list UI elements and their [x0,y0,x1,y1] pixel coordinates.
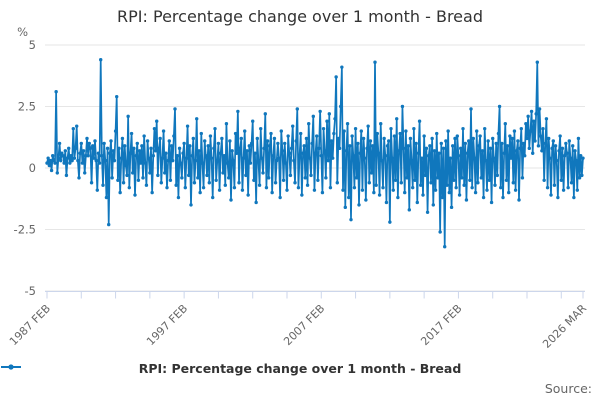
legend-label: RPI: Percentage change over 1 month - Br… [138,361,462,376]
y-axis-label: -5 [25,284,36,298]
legend-line-marker-icon [1,364,21,370]
y-axis-label: 2.5 [18,100,36,114]
x-axis-label: 2007 FEB [281,302,327,348]
source-credit: Source: [544,381,592,396]
chart-title: RPI: Percentage change over 1 month - Br… [117,7,483,26]
series-line[interactable] [46,58,584,248]
x-axis-label: 1987 FEB [7,302,53,348]
y-axis-label: 5 [29,38,36,52]
legend-item[interactable]: RPI: Percentage change over 1 month - Br… [0,361,600,376]
x-axis-label: 2017 FEB [418,302,464,348]
y-axis-label: -2.5 [14,223,36,237]
y-axis-unit-label: % [17,25,28,39]
x-axis-label: 2026 MAR [540,302,589,351]
x-axis-label: 1997 FEB [144,302,190,348]
series-markers[interactable] [45,58,585,249]
y-axis-label: 0 [29,161,36,175]
